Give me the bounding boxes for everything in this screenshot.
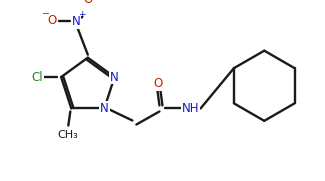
Text: N: N xyxy=(72,15,80,28)
Text: +: + xyxy=(78,10,85,19)
Text: Cl: Cl xyxy=(31,71,43,84)
Text: −: − xyxy=(42,9,50,19)
Text: O: O xyxy=(83,0,92,6)
Text: O: O xyxy=(47,14,56,27)
Text: N: N xyxy=(110,71,119,84)
Text: N: N xyxy=(100,102,109,115)
Text: CH₃: CH₃ xyxy=(57,130,78,140)
Text: O: O xyxy=(154,77,163,90)
Text: NH: NH xyxy=(182,102,199,115)
